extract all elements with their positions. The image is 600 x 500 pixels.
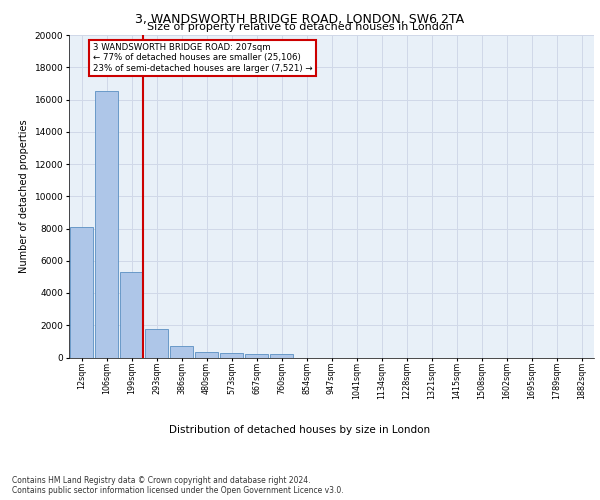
Text: Size of property relative to detached houses in London: Size of property relative to detached ho…: [147, 22, 453, 32]
Bar: [120, 272, 143, 358]
Bar: [270, 354, 293, 358]
Bar: [95, 92, 118, 358]
Bar: [220, 353, 243, 358]
Text: 3, WANDSWORTH BRIDGE ROAD, LONDON, SW6 2TA: 3, WANDSWORTH BRIDGE ROAD, LONDON, SW6 2…: [136, 12, 464, 26]
Bar: [145, 330, 168, 357]
Y-axis label: Number of detached properties: Number of detached properties: [19, 120, 29, 273]
Bar: [195, 352, 218, 358]
Bar: [70, 227, 93, 358]
Text: Contains HM Land Registry data © Crown copyright and database right 2024.
Contai: Contains HM Land Registry data © Crown c…: [12, 476, 344, 495]
Text: Distribution of detached houses by size in London: Distribution of detached houses by size …: [169, 425, 431, 435]
Text: 3 WANDSWORTH BRIDGE ROAD: 207sqm
← 77% of detached houses are smaller (25,106)
2: 3 WANDSWORTH BRIDGE ROAD: 207sqm ← 77% o…: [93, 43, 313, 73]
Bar: [170, 346, 193, 358]
Bar: [245, 354, 268, 358]
